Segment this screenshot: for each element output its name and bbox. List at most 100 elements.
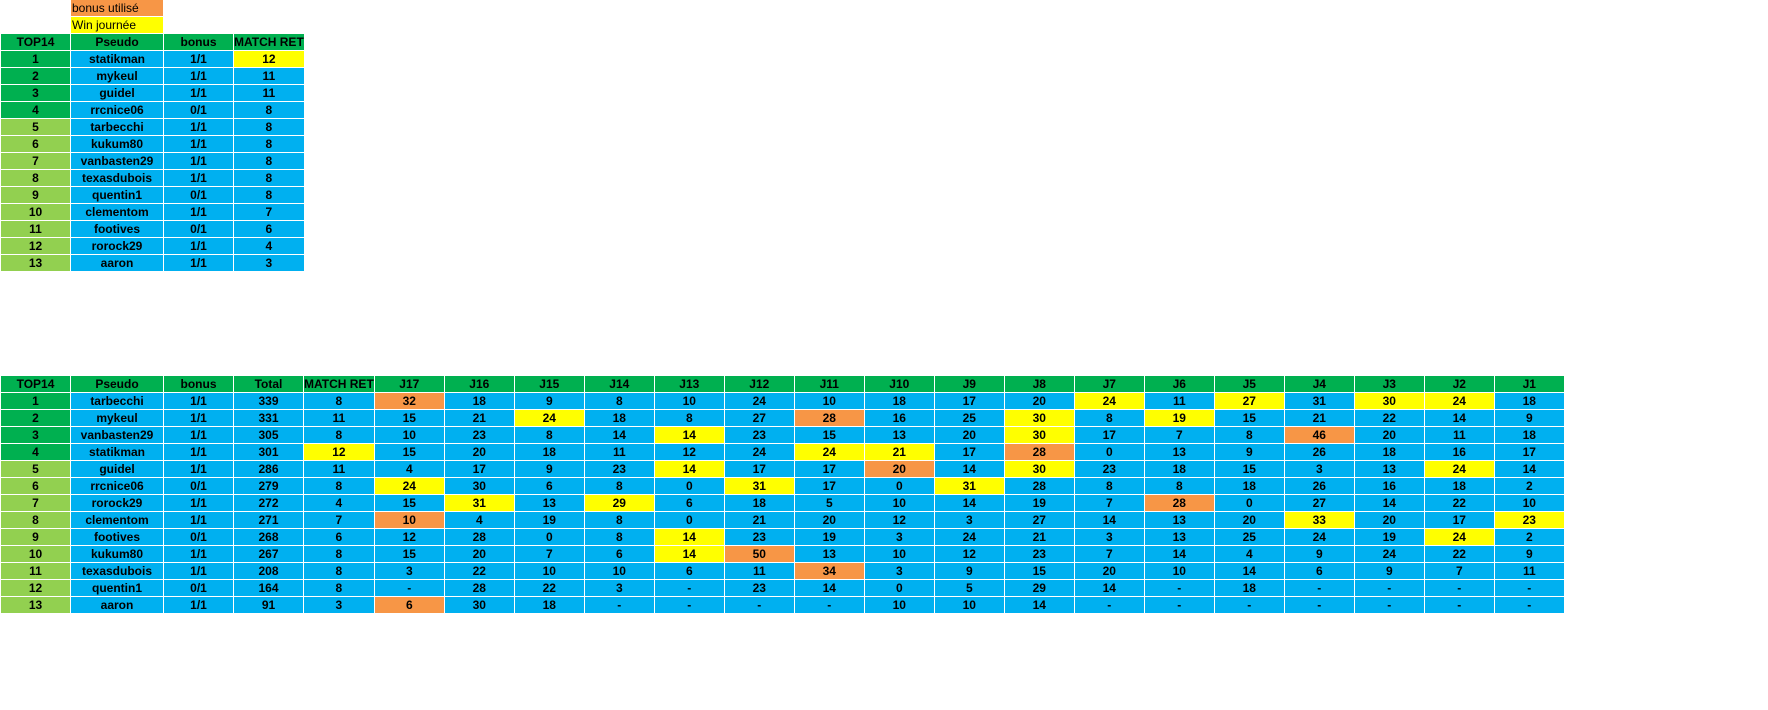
day-score-cell: 15 — [793, 426, 865, 444]
table-row: 1 tarbecchi 1/1 339 8 32 18 9 8 10 24 10 18 17 20 24 11 2… — [0, 392, 1565, 410]
table-row: 2 mykeul 1/1 331 11 15 21 24 18 8 27 28 16 25 30 8 19 15 2… — [0, 409, 1565, 427]
table-row: 8 texasdubois 1/1 8 — [0, 169, 305, 187]
rank-cell: 12 — [0, 579, 71, 597]
day-score-cell: 8 — [583, 477, 655, 495]
day-score-cell: 21 — [723, 511, 795, 529]
day-score-cell: 10 — [653, 392, 725, 410]
column-header: J6 — [1143, 375, 1215, 393]
day-score-cell: 28 — [1003, 443, 1075, 461]
day-score-cell: 9 — [1283, 545, 1355, 563]
table-row: 12 rorock29 1/1 4 — [0, 237, 305, 255]
match-ret-cell: 6 — [233, 220, 305, 238]
day-score-cell: 30 — [1003, 409, 1075, 427]
day-score-cell: 11 — [583, 443, 655, 461]
day-score-cell: 8 — [583, 511, 655, 529]
day-score-cell: 11 — [723, 562, 795, 580]
day-score-cell: 17 — [723, 460, 795, 478]
day-score-cell: 50 — [723, 545, 795, 563]
day-score-cell: - — [653, 579, 725, 597]
day-score-cell: 31 — [443, 494, 515, 512]
day-score-cell: 11 — [1143, 392, 1215, 410]
day-score-cell: 12 — [373, 528, 445, 546]
day-score-cell: 18 — [1353, 443, 1425, 461]
day-score-cell: 28 — [1143, 494, 1215, 512]
bonus-cell: 1/1 — [163, 84, 234, 102]
day-score-cell: 13 — [1143, 443, 1215, 461]
day-score-cell: 3 — [863, 528, 935, 546]
match-ret-cell: 8 — [303, 545, 375, 563]
column-header: TOP14 — [0, 33, 71, 51]
bonus-cell: 1/1 — [163, 169, 234, 187]
day-score-cell: 23 — [1003, 545, 1075, 563]
day-score-cell: 20 — [793, 511, 865, 529]
day-score-cell: 0 — [653, 477, 725, 495]
day-score-cell: - — [583, 596, 655, 614]
day-score-cell: 8 — [583, 392, 655, 410]
rank-cell: 10 — [0, 203, 71, 221]
column-header: bonus — [163, 33, 234, 51]
day-score-cell: 20 — [933, 426, 1005, 444]
bonus-cell: 0/1 — [163, 528, 234, 546]
table-row: 4 statikman 1/1 301 12 15 20 18 11 12 24 24 21 17 28 0 1… — [0, 443, 1565, 461]
table-row: 4 rrcnice06 0/1 8 — [0, 101, 305, 119]
day-score-cell: 14 — [653, 545, 725, 563]
match-ret-cell: 8 — [233, 186, 305, 204]
column-header: J16 — [443, 375, 515, 393]
top-ranking-table: TOP14 Pseudo bonus MATCH RET 1 statikman 1/1 1… — [0, 33, 305, 272]
match-ret-cell: 4 — [233, 237, 305, 255]
day-score-cell: 14 — [1353, 494, 1425, 512]
pseudo-cell: quentin1 — [70, 186, 164, 204]
day-score-cell: 7 — [513, 545, 585, 563]
table-row: 2 mykeul 1/1 11 — [0, 67, 305, 85]
rank-cell: 4 — [0, 101, 71, 119]
day-score-cell: 22 — [1423, 494, 1495, 512]
rank-cell: 9 — [0, 528, 71, 546]
day-score-cell: 6 — [1283, 562, 1355, 580]
column-header: Total — [233, 375, 304, 393]
column-header: J5 — [1213, 375, 1285, 393]
day-score-cell: 4 — [1213, 545, 1285, 563]
column-header: J17 — [373, 375, 445, 393]
day-score-cell: 17 — [1073, 426, 1145, 444]
day-score-cell: 29 — [583, 494, 655, 512]
day-score-cell: 21 — [1003, 528, 1075, 546]
column-header: TOP14 — [0, 375, 71, 393]
day-score-cell: 9 — [1213, 443, 1285, 461]
pseudo-cell: tarbecchi — [70, 392, 164, 410]
table-row: 11 texasdubois 1/1 208 8 3 22 10 10 6 11 34 3 9 15 20 10… — [0, 562, 1565, 580]
day-score-cell: - — [373, 579, 445, 597]
day-score-cell: 23 — [583, 460, 655, 478]
day-score-cell: 14 — [653, 426, 725, 444]
day-score-cell: 24 — [1423, 460, 1495, 478]
day-score-cell: 24 — [793, 443, 865, 461]
day-score-cell: 15 — [373, 494, 445, 512]
total-cell: 305 — [233, 426, 304, 444]
day-score-cell: 3 — [583, 579, 655, 597]
day-score-cell: 31 — [1283, 392, 1355, 410]
day-score-cell: 6 — [373, 596, 445, 614]
day-score-cell: 10 — [933, 596, 1005, 614]
day-score-cell: 19 — [1143, 409, 1215, 427]
day-score-cell: 27 — [1213, 392, 1285, 410]
day-score-cell: 23 — [1073, 460, 1145, 478]
table-row: 13 aaron 1/1 91 3 6 30 18- - - -10 10 14- - - - - - - — [0, 596, 1565, 614]
match-ret-cell: 8 — [303, 477, 375, 495]
day-score-cell: 24 — [1073, 392, 1145, 410]
match-ret-cell: 11 — [303, 409, 375, 427]
day-score-cell: 8 — [1073, 409, 1145, 427]
table-row: 6 kukum80 1/1 8 — [0, 135, 305, 153]
day-score-cell: 8 — [653, 409, 725, 427]
day-score-cell: 16 — [1353, 477, 1425, 495]
table-row: 5 guidel 1/1 286 11 4 17 9 23 14 17 17 20 14 30 23 18 15 3… — [0, 460, 1565, 478]
pseudo-cell: footives — [70, 528, 164, 546]
day-score-cell: 25 — [1213, 528, 1285, 546]
total-cell: 208 — [233, 562, 304, 580]
day-score-cell: 7 — [1423, 562, 1495, 580]
day-score-cell: 26 — [1283, 477, 1355, 495]
day-score-cell: 18 — [723, 494, 795, 512]
pseudo-cell: guidel — [70, 84, 164, 102]
bonus-cell: 1/1 — [163, 135, 234, 153]
column-header: J13 — [653, 375, 725, 393]
day-score-cell: 9 — [1353, 562, 1425, 580]
day-score-cell: 10 — [373, 426, 445, 444]
